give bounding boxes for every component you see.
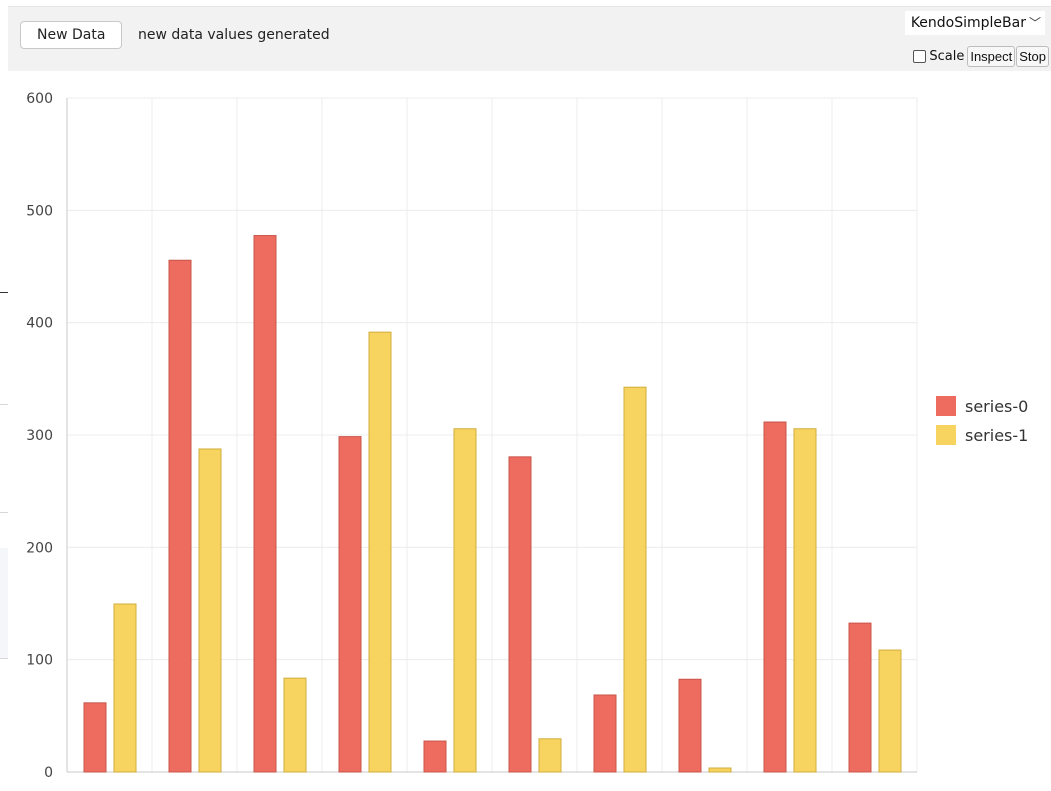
left-edge-divider [0, 512, 8, 513]
scale-checkbox[interactable] [913, 49, 927, 63]
new-data-button[interactable]: New Data [20, 21, 123, 49]
y-tick-label: 400 [26, 316, 53, 332]
bar-series-0 [338, 436, 362, 773]
chart-app: New Data new data values generated Kendo… [8, 6, 1051, 787]
bar-chart: 0 100 200 300 400 500 600 series-0 series-1 [26, 91, 1028, 781]
bar-series-1 [708, 767, 732, 773]
bar-series-1 [453, 428, 477, 773]
y-tick-label: 300 [26, 428, 53, 444]
bar-series-0 [763, 421, 787, 773]
chart-area: 0 100 200 300 400 500 600 series-0 series-1 [8, 71, 1051, 787]
chevron-down-icon: ﹀ [1028, 16, 1041, 30]
bar-series-0 [423, 740, 447, 773]
stop-button[interactable]: Stop [1016, 45, 1049, 67]
status-message: new data values generated [138, 27, 330, 43]
scale-label: Scale [929, 48, 965, 64]
bar-series-0 [593, 694, 617, 773]
bar-series-1 [198, 448, 222, 773]
inspect-button[interactable]: Inspect [967, 45, 1016, 67]
left-edge-divider [0, 658, 8, 659]
bar-series-0 [508, 456, 532, 773]
bar-series-1 [878, 649, 902, 773]
bar-series-0 [83, 702, 107, 773]
legend-swatch-series-0 [936, 396, 956, 416]
chart-type-select[interactable]: KendoSimpleBar ﹀ [904, 11, 1045, 35]
bar-series-0 [848, 622, 872, 773]
legend-swatch-series-1 [936, 425, 956, 445]
y-tick-label: 200 [26, 540, 53, 556]
chart-controls: Scale Inspect Stop [913, 45, 1049, 67]
bar-series-0 [253, 235, 277, 773]
y-tick-label: 500 [26, 203, 53, 219]
left-edge-highlight [0, 548, 8, 658]
left-edge-panel [0, 0, 8, 790]
chart-type-value: KendoSimpleBar [910, 15, 1026, 31]
y-tick-label: 0 [44, 765, 53, 781]
legend-label-series-1: series-1 [965, 426, 1028, 445]
bar-series-0 [678, 678, 702, 773]
bar-series-1 [538, 738, 562, 773]
toolbar: New Data new data values generated Kendo… [8, 7, 1051, 71]
bar-series-1 [368, 331, 392, 773]
bar-series-0 [168, 259, 192, 773]
bar-series-1 [283, 677, 307, 773]
bar-series-1 [113, 603, 137, 773]
left-edge-divider [0, 292, 8, 293]
y-tick-label: 600 [26, 91, 53, 107]
bar-series-1 [623, 386, 647, 773]
y-tick-label: 100 [26, 653, 53, 669]
left-edge-divider [0, 404, 8, 405]
bar-series-1 [793, 428, 817, 773]
legend-label-series-0: series-0 [965, 397, 1028, 416]
